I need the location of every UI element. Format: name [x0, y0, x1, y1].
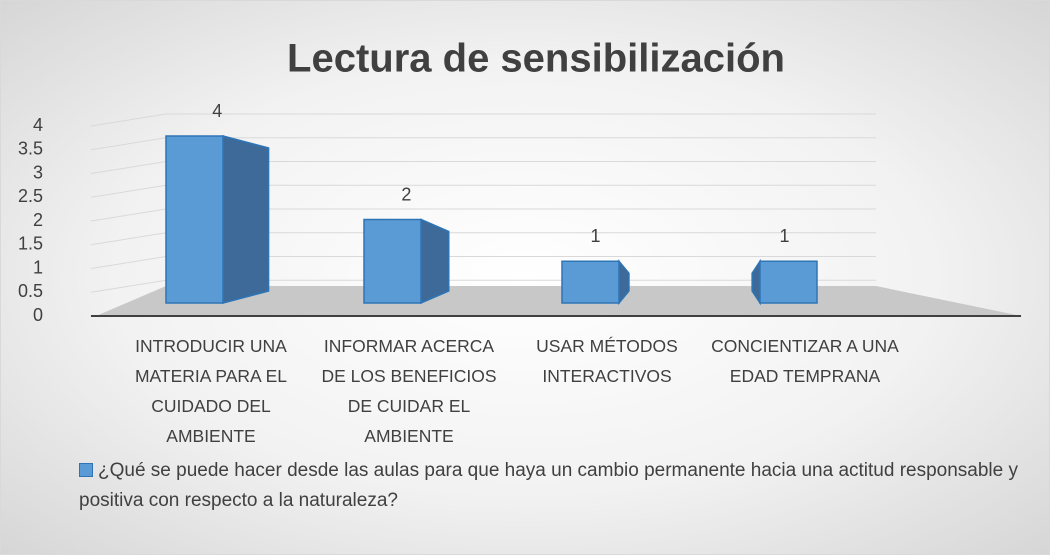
bar-front	[363, 218, 422, 304]
x-tick-label: USAR MÉTODOS INTERACTIVOS	[536, 336, 678, 386]
legend-swatch	[79, 463, 93, 477]
grid-line	[90, 113, 876, 127]
bar	[165, 135, 270, 304]
x-tick-label: INFORMAR ACERCA DE LOS BENEFICIOS DE CUI…	[321, 336, 497, 446]
y-tick-label: 0.5	[18, 281, 43, 301]
y-tick-label: 0	[33, 305, 43, 325]
x-tick-label: CONCIENTIZAR A UNA EDAD TEMPRANA	[711, 336, 899, 386]
bar-front	[561, 260, 620, 304]
legend: ¿Qué se puede hacer desde las aulas para…	[79, 456, 1029, 516]
bar-side	[420, 218, 450, 305]
bar	[561, 259, 630, 306]
y-tick-label: 3.5	[18, 139, 43, 159]
data-label: 1	[590, 226, 600, 246]
bar	[363, 218, 450, 305]
data-label: 4	[212, 101, 222, 121]
y-tick-label: 2	[33, 210, 43, 230]
bar-front	[759, 260, 818, 304]
chart-title: Lectura de sensibilización	[287, 37, 785, 81]
x-tick-label: INTRODUCIR UNA MATERIA PARA EL CUIDADO D…	[134, 336, 288, 446]
y-tick-label: 4	[33, 115, 43, 135]
data-label: 1	[780, 226, 790, 246]
legend-label: ¿Qué se puede hacer desde las aulas para…	[79, 460, 1018, 511]
y-tick-label: 1.5	[18, 234, 43, 254]
bar	[751, 258, 818, 306]
y-tick-label: 1	[33, 257, 43, 277]
y-tick-label: 3	[33, 162, 43, 182]
bar-front	[165, 135, 224, 304]
bar-side	[222, 135, 270, 304]
data-label: 2	[401, 184, 411, 204]
y-tick-label: 2.5	[18, 186, 43, 206]
